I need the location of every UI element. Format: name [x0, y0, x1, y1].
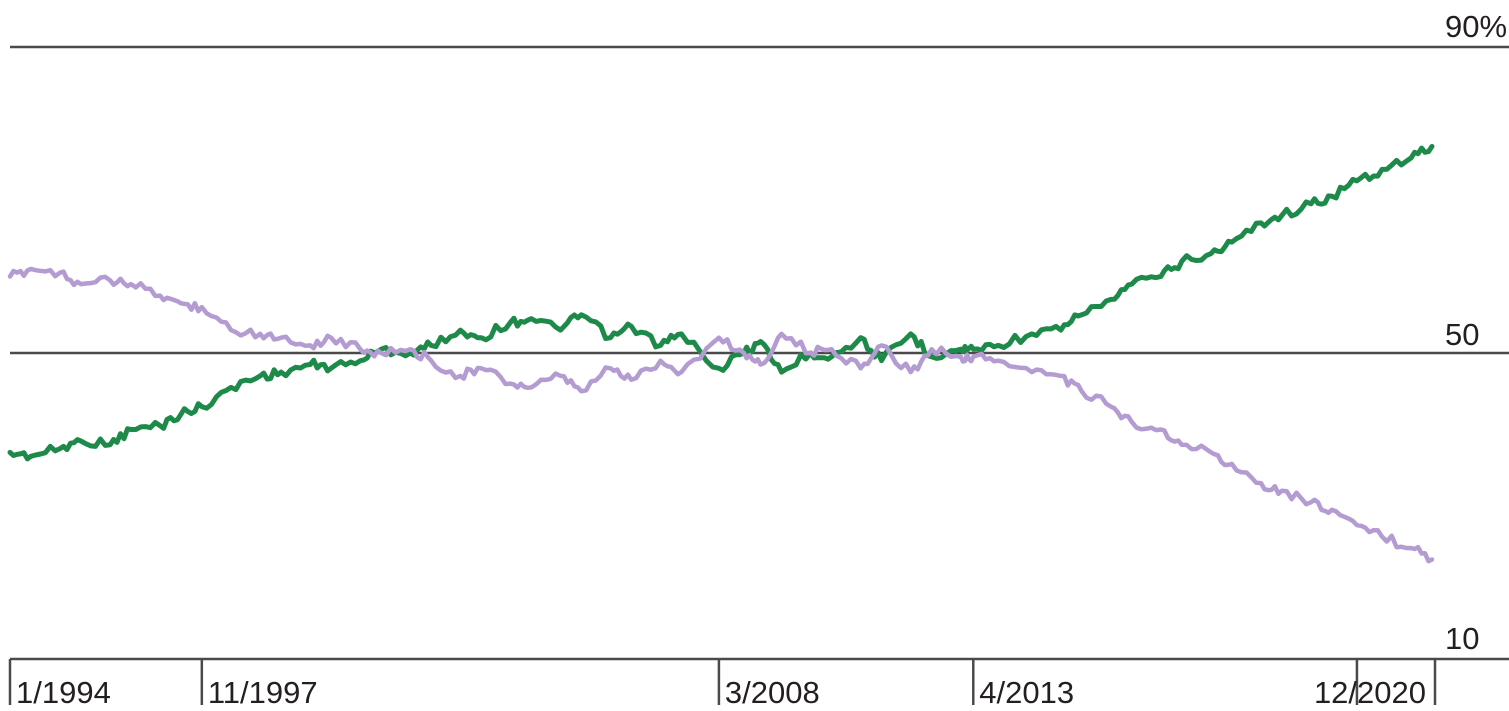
tick-labels: 1/1994 11/1997 3/2008 4/2013 12/2020 90% 50 10 — [16, 9, 1507, 710]
x-tick-label: 4/2013 — [979, 675, 1074, 710]
series-lines — [7, 143, 1435, 564]
x-axis — [8, 657, 1509, 705]
x-tick-label: 3/2008 — [725, 675, 820, 710]
x-tick-label: 12/2020 — [1314, 675, 1426, 710]
grid-lines — [10, 45, 1509, 355]
series-line-2 — [7, 266, 1435, 564]
y-tick-label: 10 — [1445, 621, 1479, 656]
y-tick-label: 50 — [1445, 317, 1479, 352]
x-tick-label: 11/1997 — [208, 675, 318, 710]
y-tick-label: 90% — [1445, 9, 1507, 44]
series-line-1 — [7, 143, 1435, 462]
x-tick-label: 1/1994 — [16, 675, 111, 710]
